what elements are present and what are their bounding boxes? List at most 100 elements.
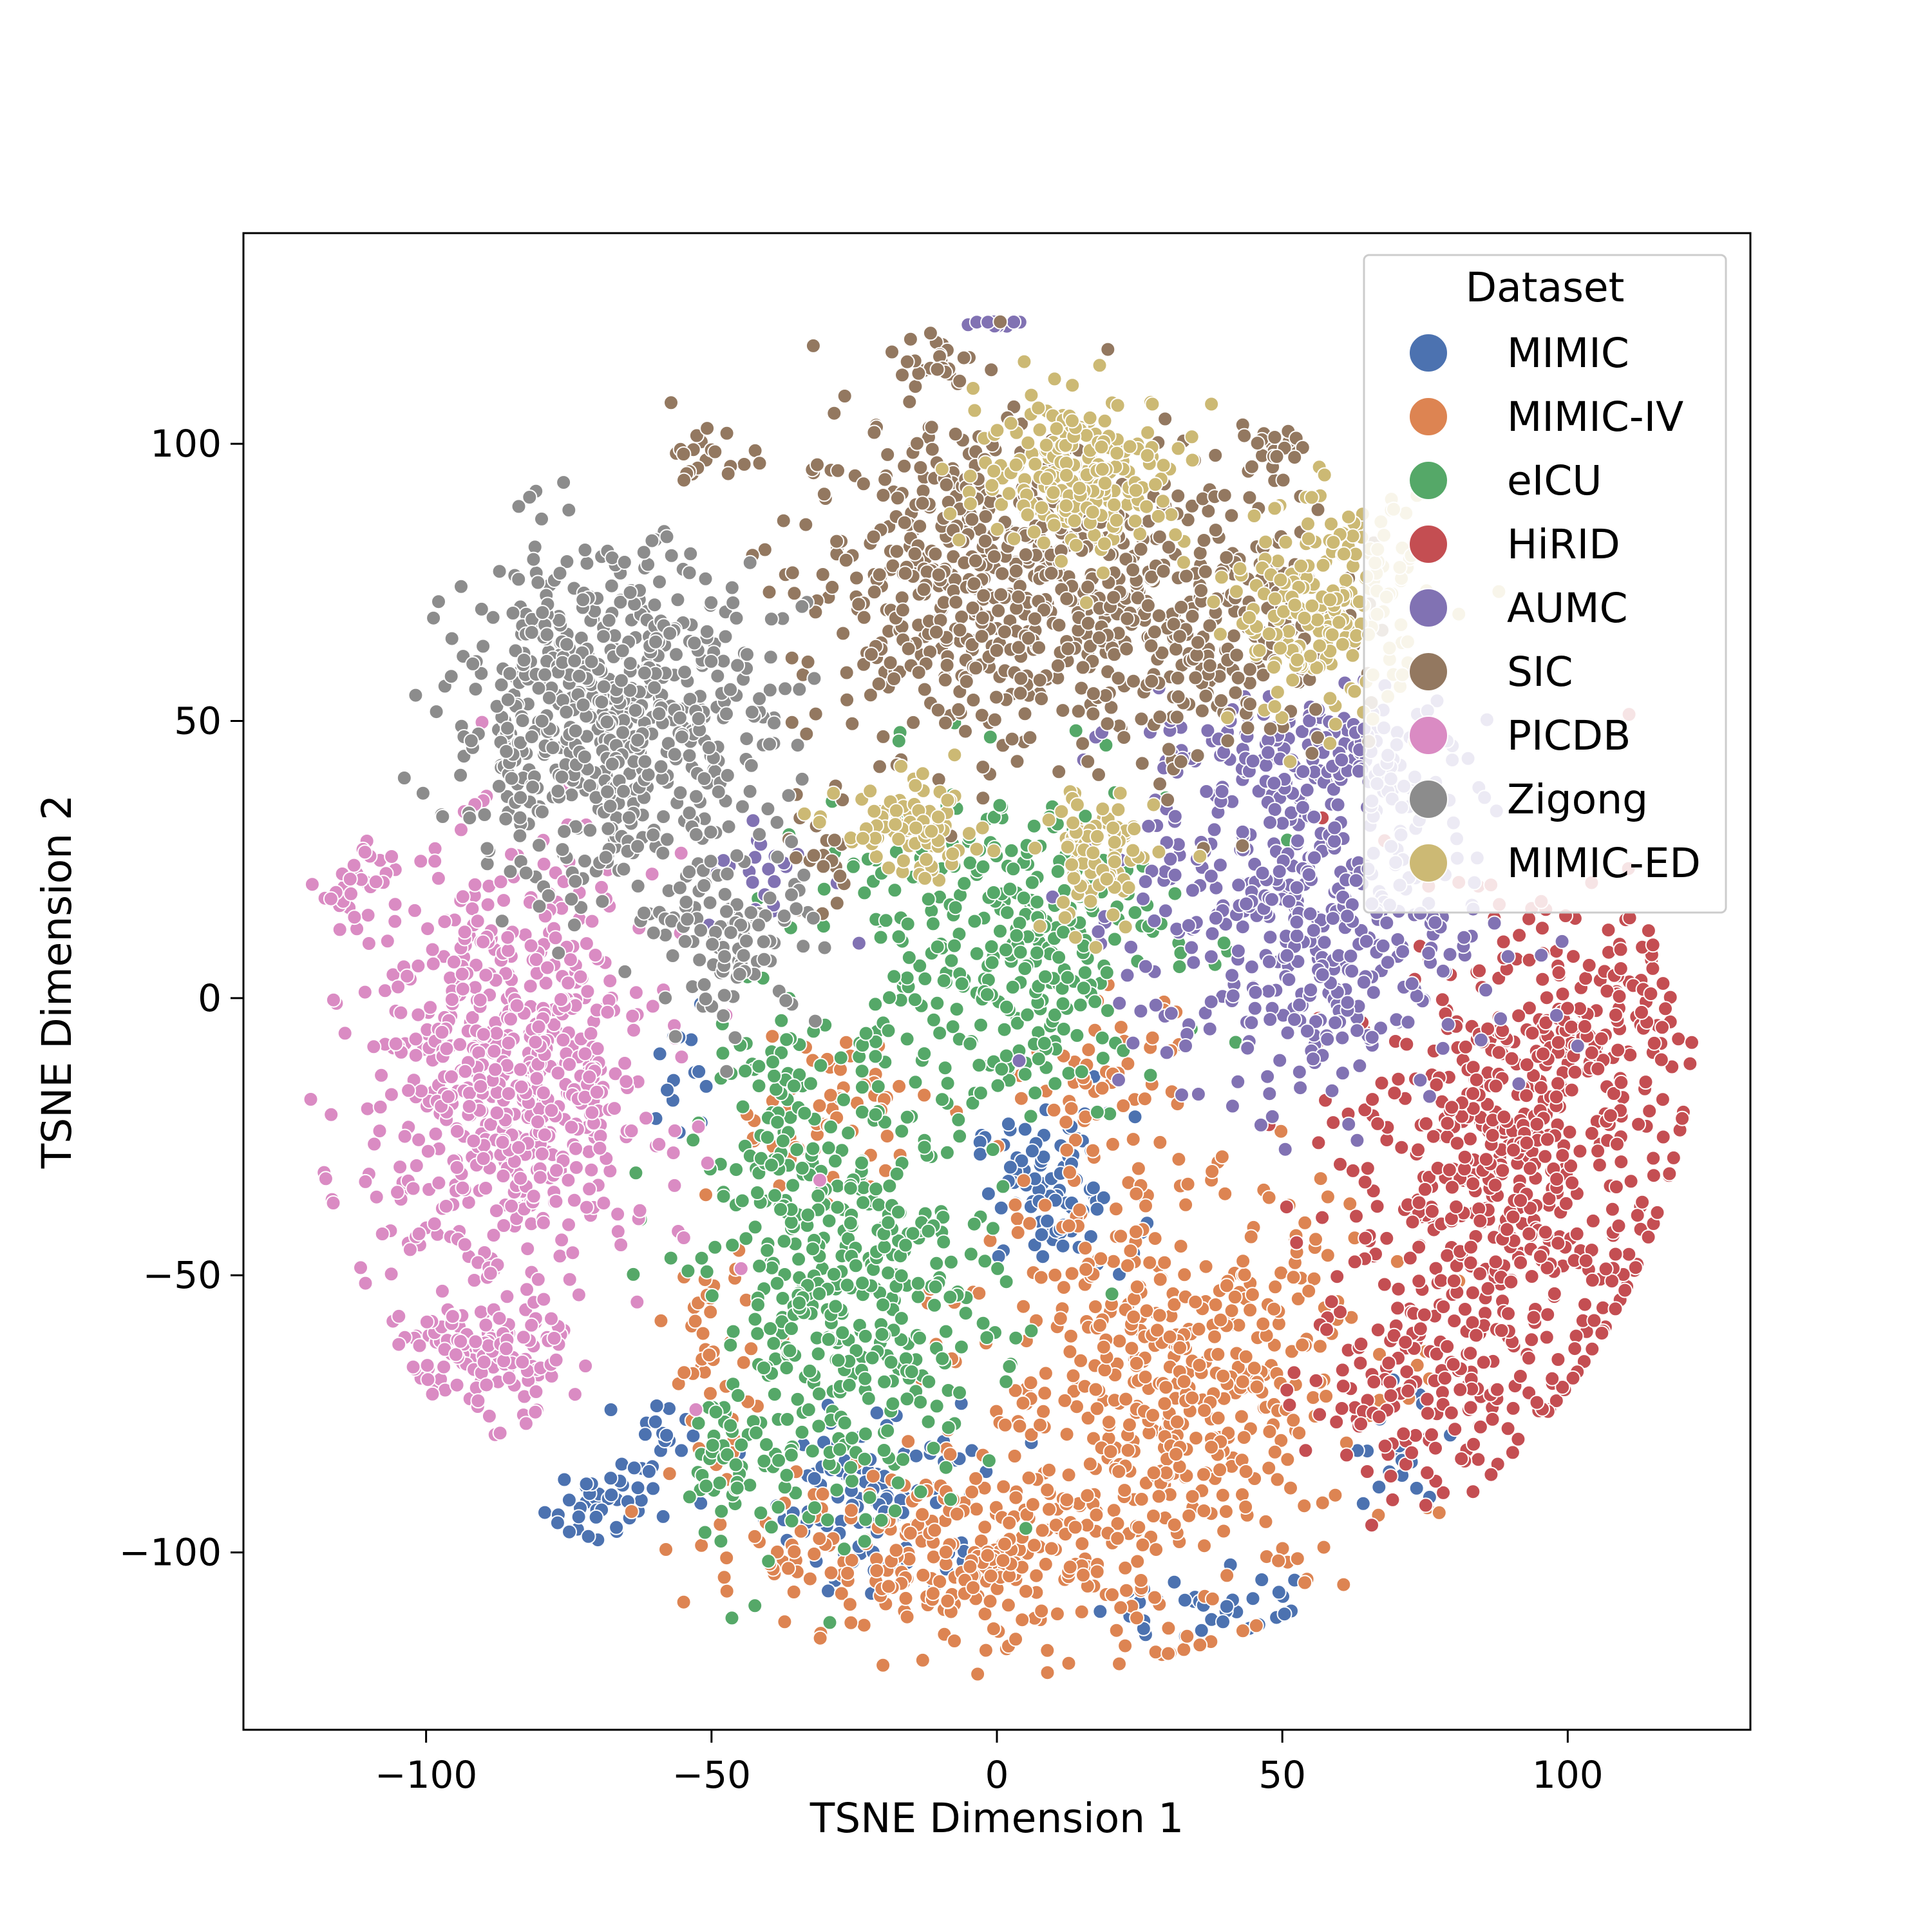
data-point xyxy=(1254,1572,1270,1587)
data-point xyxy=(977,1519,993,1535)
data-point xyxy=(1170,688,1186,705)
data-point xyxy=(1031,639,1047,656)
data-point xyxy=(747,1219,763,1235)
data-point xyxy=(1645,960,1661,976)
data-point xyxy=(1600,922,1616,938)
data-point xyxy=(1465,1086,1481,1101)
data-point xyxy=(820,1331,837,1347)
data-point xyxy=(1262,1012,1278,1027)
data-point xyxy=(1023,1323,1039,1339)
data-point xyxy=(1345,1162,1361,1179)
data-point xyxy=(829,1199,846,1215)
data-point xyxy=(743,1341,759,1357)
data-point xyxy=(958,723,973,739)
data-point xyxy=(1235,838,1251,854)
data-point xyxy=(899,1031,915,1047)
data-point xyxy=(1120,1443,1136,1458)
data-point xyxy=(770,1499,786,1515)
data-point xyxy=(767,1188,783,1204)
data-point xyxy=(879,1128,895,1144)
data-point xyxy=(999,905,1015,921)
data-point xyxy=(1645,937,1661,953)
data-point xyxy=(771,1452,787,1468)
data-point xyxy=(889,544,905,560)
data-point xyxy=(812,1630,828,1646)
data-point xyxy=(1245,753,1261,769)
data-point xyxy=(578,1476,594,1492)
data-point xyxy=(1017,1066,1033,1083)
data-point xyxy=(1484,1411,1501,1427)
data-point xyxy=(1039,1642,1056,1658)
data-point xyxy=(1125,562,1141,578)
data-point xyxy=(1411,1273,1427,1289)
data-point xyxy=(888,1542,904,1558)
data-point xyxy=(1658,1001,1673,1017)
data-point xyxy=(1152,1271,1168,1287)
data-point xyxy=(1072,997,1088,1013)
data-point xyxy=(1521,911,1537,927)
data-point xyxy=(580,1528,596,1544)
data-point xyxy=(628,985,644,1001)
data-point xyxy=(983,939,999,954)
data-point xyxy=(1320,1247,1336,1264)
data-point xyxy=(855,476,871,492)
data-point xyxy=(1034,1603,1050,1619)
data-point xyxy=(824,579,840,595)
data-point xyxy=(588,1509,604,1525)
data-point xyxy=(1226,628,1242,644)
data-point xyxy=(976,587,992,603)
data-point xyxy=(1297,1575,1313,1591)
data-point xyxy=(947,900,963,916)
data-point xyxy=(1171,1151,1187,1168)
data-point xyxy=(871,1197,887,1213)
data-point xyxy=(985,1220,1001,1236)
data-point xyxy=(1684,1034,1700,1050)
data-point xyxy=(769,1275,785,1291)
data-point xyxy=(1267,1279,1283,1295)
data-point xyxy=(667,1122,683,1139)
data-point xyxy=(405,1180,421,1197)
data-point xyxy=(1043,1540,1059,1557)
data-point xyxy=(901,949,917,965)
data-point xyxy=(478,1180,494,1196)
data-point xyxy=(1058,1114,1074,1130)
data-point xyxy=(884,344,900,360)
data-point xyxy=(1339,1447,1354,1463)
data-point xyxy=(703,1385,718,1401)
data-point xyxy=(866,424,882,440)
data-point xyxy=(773,1202,789,1217)
data-point xyxy=(1140,598,1156,614)
data-point xyxy=(1013,1090,1029,1106)
data-point xyxy=(927,1522,943,1539)
data-point xyxy=(929,995,945,1011)
data-point xyxy=(1208,1297,1224,1312)
data-point xyxy=(1522,1160,1538,1177)
data-point xyxy=(628,1165,644,1181)
data-point xyxy=(676,472,692,488)
data-point xyxy=(1219,1278,1235,1294)
data-point xyxy=(1655,976,1671,992)
data-point xyxy=(1390,1300,1406,1316)
data-point xyxy=(1417,1497,1434,1513)
data-point xyxy=(917,971,933,987)
data-point xyxy=(791,1251,807,1267)
data-point xyxy=(685,1132,701,1148)
data-point xyxy=(1029,894,1045,910)
data-point xyxy=(1295,764,1311,780)
data-point xyxy=(752,1258,768,1274)
data-point xyxy=(938,1323,954,1340)
data-point xyxy=(990,603,1007,619)
data-point xyxy=(876,1374,893,1390)
data-point xyxy=(1028,1567,1045,1584)
data-point xyxy=(603,1470,619,1486)
data-point xyxy=(1607,1301,1624,1317)
data-point xyxy=(690,1415,706,1431)
data-point xyxy=(916,1139,933,1155)
data-point xyxy=(1402,1250,1418,1266)
data-point xyxy=(1059,1492,1075,1508)
data-point xyxy=(1218,1598,1235,1615)
data-point xyxy=(1037,1197,1053,1213)
data-point xyxy=(1521,1226,1537,1242)
data-point xyxy=(1524,1025,1540,1041)
data-point xyxy=(1152,776,1168,792)
